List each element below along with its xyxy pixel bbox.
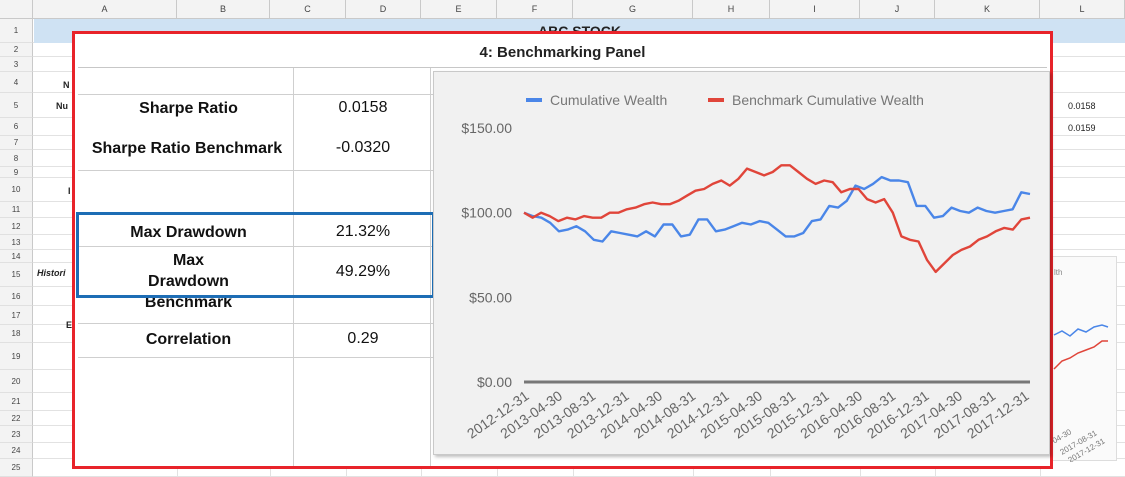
row-header-24[interactable]: 24 [0, 443, 33, 459]
column-header-k[interactable]: K [935, 0, 1040, 19]
row-header-5[interactable]: 5 [0, 93, 33, 118]
row-header-19[interactable]: 19 [0, 343, 33, 370]
row-header-7[interactable]: 7 [0, 136, 33, 150]
max-drawdown-value[interactable]: 21.32% [335, 223, 391, 240]
panel-divider [293, 68, 294, 466]
panel-row-line [78, 246, 433, 247]
panel-row-line [78, 323, 433, 324]
cell-l5[interactable]: 0.0158 [1068, 101, 1096, 111]
y-tick-label: $0.00 [477, 374, 512, 390]
column-header-d[interactable]: D [346, 0, 421, 19]
background-mini-chart[interactable]: lth -04-30 2017-08-31 2017-12-31 [1047, 256, 1117, 465]
max-drawdown-benchmark-value[interactable]: 49.29% [335, 263, 391, 280]
row-header-22[interactable]: 22 [0, 411, 33, 426]
row-header-23[interactable]: 23 [0, 426, 33, 443]
series-line-benchmark-cumulative-wealth [523, 164, 1031, 274]
column-header-l[interactable]: L [1040, 0, 1125, 19]
sharpe-ratio-value[interactable]: 0.0158 [338, 99, 388, 116]
row-header-18[interactable]: 18 [0, 325, 33, 343]
panel-row-line [78, 357, 433, 358]
column-header-b[interactable]: B [177, 0, 270, 19]
row-header-11[interactable]: 11 [0, 202, 33, 218]
cell-a10[interactable]: I [68, 186, 71, 196]
column-header-g[interactable]: G [573, 0, 693, 19]
mini-series-cumulative [1053, 324, 1109, 337]
column-header-j[interactable]: J [860, 0, 935, 19]
panel-row-line [78, 170, 433, 171]
row-header-6[interactable]: 6 [0, 118, 33, 136]
row-header-25[interactable]: 25 [0, 459, 33, 477]
sharpe-ratio-benchmark-value[interactable]: -0.0320 [335, 139, 391, 156]
row-header-3[interactable]: 3 [0, 57, 33, 72]
cell-a5[interactable]: Nu [56, 101, 68, 111]
max-drawdown-label: Max Drawdown [130, 224, 247, 241]
cell-a15[interactable]: Histori [37, 268, 66, 278]
cumulative-wealth-chart[interactable]: $150.00 $100.00 $50.00 $0.00 Cumulative Weal… [433, 71, 1050, 455]
max-drawdown-benchmark-label: Max Drawdown Benchmark [144, 252, 233, 311]
panel-row-line [78, 94, 433, 95]
y-tick-label: $50.00 [469, 289, 512, 305]
legend-label: Benchmark Cumulative Wealth [732, 92, 924, 108]
correlation-value[interactable]: 0.29 [347, 330, 379, 347]
cell-a17[interactable]: E [66, 320, 73, 330]
row-header-20[interactable]: 20 [0, 370, 33, 393]
max-drawdown-highlight-box [76, 212, 435, 298]
column-header-f[interactable]: F [497, 0, 573, 19]
row-header-14[interactable]: 14 [0, 250, 33, 263]
cell-l6[interactable]: 0.0159 [1068, 123, 1096, 133]
row-header-12[interactable]: 12 [0, 218, 33, 235]
sharpe-ratio-label: Sharpe Ratio [139, 100, 238, 117]
row-header-2[interactable]: 2 [0, 43, 33, 57]
row-header-13[interactable]: 13 [0, 235, 33, 250]
row-header-9[interactable]: 9 [0, 167, 33, 178]
y-tick-label: $100.00 [461, 205, 512, 221]
y-tick-label: $150.00 [461, 120, 512, 136]
mini-chart-svg: lth -04-30 2017-08-31 2017-12-31 [1049, 268, 1109, 465]
row-header-1[interactable]: 1 [0, 19, 33, 43]
mini-chart-legend: lth [1054, 268, 1062, 277]
mini-series-benchmark [1053, 340, 1108, 370]
row-header-17[interactable]: 17 [0, 306, 33, 325]
column-header-h[interactable]: H [693, 0, 770, 19]
row-header-4[interactable]: 4 [0, 72, 33, 93]
column-header-e[interactable]: E [421, 0, 497, 19]
panel-title: 4: Benchmarking Panel [78, 38, 1047, 68]
row-header-15[interactable]: 15 [0, 263, 33, 287]
sharpe-ratio-benchmark-label: Sharpe Ratio Benchmark [91, 140, 283, 157]
correlation-label: Correlation [145, 331, 232, 348]
row-header-8[interactable]: 8 [0, 150, 33, 167]
row-header-10[interactable]: 10 [0, 178, 33, 202]
row-header-21[interactable]: 21 [0, 393, 33, 411]
cell-a4[interactable]: N [63, 80, 70, 90]
column-header-c[interactable]: C [270, 0, 346, 19]
sheet-corner[interactable] [0, 0, 33, 19]
legend-label: Cumulative Wealth [550, 92, 667, 108]
column-header-i[interactable]: I [770, 0, 860, 19]
panel-divider [430, 68, 431, 466]
column-header-a[interactable]: A [33, 0, 177, 19]
chart-svg: $150.00 $100.00 $50.00 $0.00 Cumulative Weal… [461, 92, 1031, 442]
series-line-cumulative-wealth [523, 175, 1031, 243]
row-header-16[interactable]: 16 [0, 287, 33, 306]
